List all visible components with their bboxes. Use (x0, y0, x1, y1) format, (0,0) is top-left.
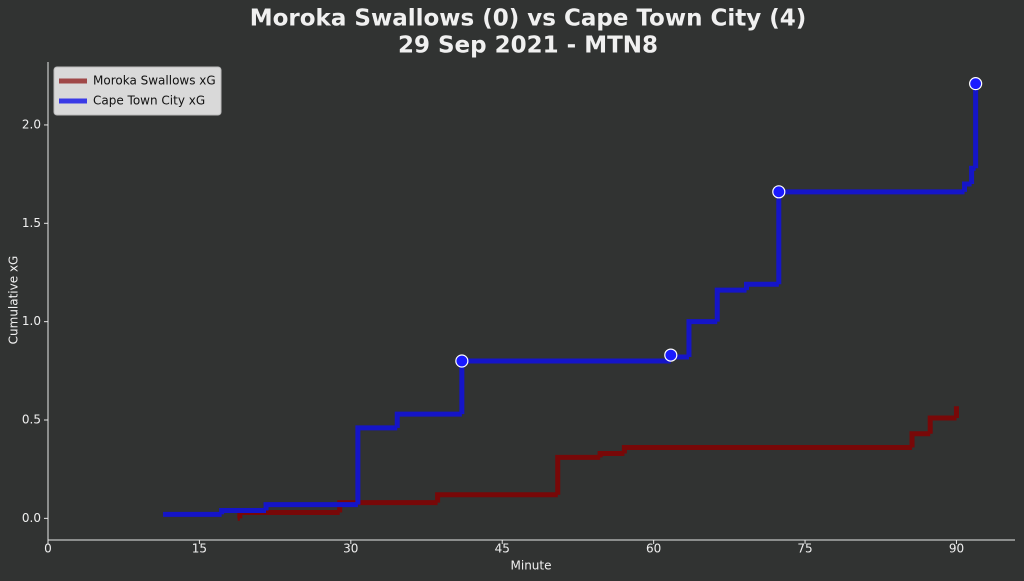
goal-marker (455, 354, 469, 368)
legend-label: Moroka Swallows xG (93, 74, 216, 88)
step-segment (927, 415, 957, 434)
step-segment (355, 425, 398, 505)
step-segment (435, 492, 558, 503)
step-segment (621, 445, 913, 454)
legend-box (53, 66, 222, 116)
y-tick-label: 1.5 (22, 216, 41, 230)
x-tick-label: 45 (495, 542, 510, 556)
goal-marker (664, 348, 678, 362)
step-segment (744, 281, 779, 291)
goal-marker (969, 77, 983, 91)
x-tick-label: 60 (646, 542, 661, 556)
legend-label: Cape Town City xG (93, 94, 205, 108)
step-segment (555, 454, 601, 495)
y-tick-label: 0.0 (22, 511, 41, 525)
step-segment (263, 502, 358, 511)
x-tick-label: 15 (192, 542, 207, 556)
step-segment (686, 319, 718, 358)
goal-marker (772, 185, 786, 199)
step-segment (597, 450, 625, 458)
x-axis-label: Minute (511, 559, 552, 573)
x-tick-label: 30 (343, 542, 358, 556)
x-tick-label: 75 (797, 542, 812, 556)
y-tick-label: 2.0 (22, 117, 41, 131)
y-axis-label: Cumulative xG (7, 256, 21, 345)
chart-subtitle: 29 Sep 2021 - MTN8 (398, 33, 658, 59)
step-segment (219, 507, 267, 515)
step-segment (909, 431, 931, 448)
step-segment (394, 411, 462, 428)
step-segment (962, 181, 972, 192)
y-tick-label: 0.5 (22, 413, 41, 427)
x-tick-label: 0 (44, 542, 52, 556)
chart-title: Moroka Swallows (0) vs Cape Town City (4… (250, 6, 807, 32)
step-segment (714, 287, 747, 322)
y-tick-label: 1.0 (22, 314, 41, 328)
x-tick-label: 90 (949, 542, 964, 556)
